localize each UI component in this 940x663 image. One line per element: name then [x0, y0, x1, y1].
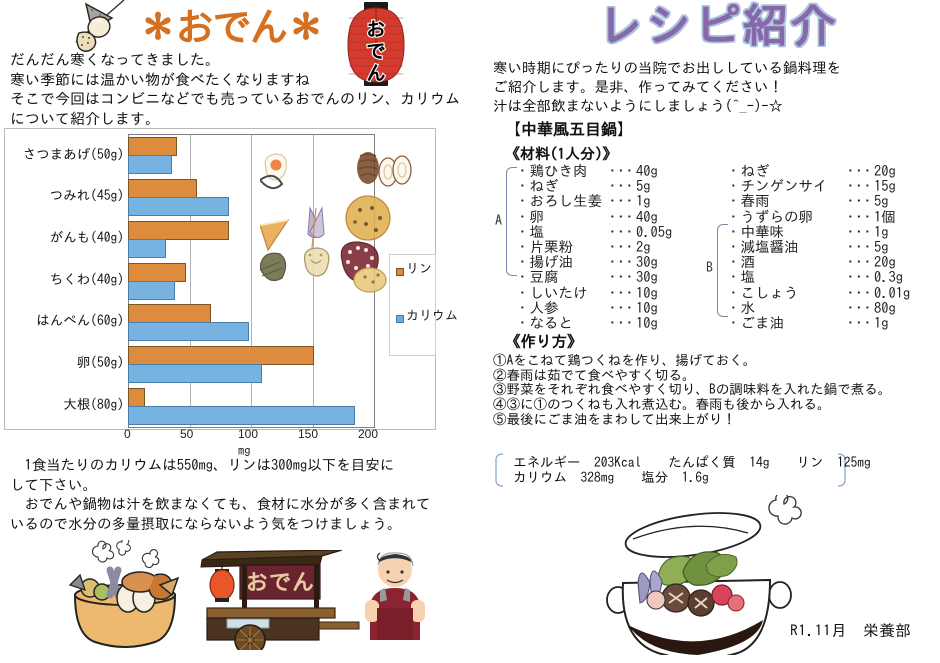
svg-text:お: お — [366, 19, 386, 39]
svg-text:おでん: おでん — [246, 570, 315, 593]
